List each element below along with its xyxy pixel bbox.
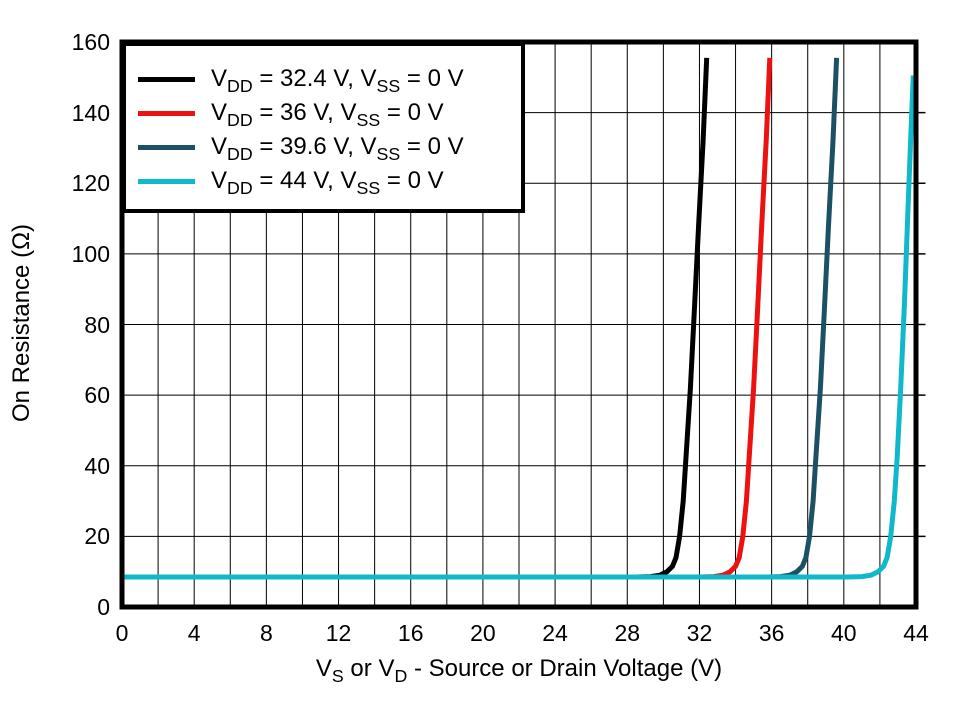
legend-line-swatch: [138, 144, 195, 150]
legend-line-swatch: [138, 110, 195, 116]
legend-label: VDD = 44 V, VSS = 0 V: [211, 167, 444, 198]
x-tick-label: 44: [903, 620, 929, 646]
subscript-text: SS: [376, 143, 401, 164]
x-tick-label: 20: [470, 620, 496, 646]
x-tick-label: 40: [831, 620, 857, 646]
legend-line-swatch: [138, 178, 195, 184]
subscript-text: S: [331, 665, 344, 686]
x-tick-label: 16: [397, 620, 424, 646]
legend-label: VDD = 36 V, VSS = 0 V: [211, 99, 444, 130]
x-axis-title: VS or VD - Source or Drain Voltage (V): [315, 655, 723, 686]
y-tick-label: 80: [84, 311, 110, 338]
y-tick-label: 140: [71, 99, 110, 126]
y-tick-label: 20: [84, 523, 110, 550]
legend-entry: VDD = 44 V, VSS = 0 V: [126, 164, 521, 198]
subscript-text: DD: [227, 143, 253, 164]
y-tick-label: 60: [84, 382, 110, 409]
legend-entry: VDD = 39.6 V, VSS = 0 V: [126, 130, 521, 164]
series-line: [122, 75, 916, 580]
legend-entry: VDD = 36 V, VSS = 0 V: [126, 96, 521, 130]
x-tick-label: 8: [259, 620, 273, 646]
legend: VDD = 32.4 V, VSS = 0 V VDD = 36 V, VSS =…: [122, 42, 525, 213]
x-tick-label: 0: [115, 620, 129, 646]
x-tick-label: 36: [758, 620, 785, 646]
subscript-text: DD: [227, 109, 253, 130]
x-tick-label: 4: [187, 620, 201, 646]
subscript-text: DD: [227, 75, 253, 96]
x-tick-label: 12: [325, 620, 352, 646]
subscript-text: DD: [227, 177, 253, 198]
y-tick-label: 0: [97, 594, 110, 620]
y-tick-label: 40: [84, 452, 110, 479]
subscript-text: SS: [356, 109, 381, 130]
x-tick-label: 24: [542, 620, 568, 646]
y-tick-label: 100: [71, 240, 110, 267]
subscript-text: D: [394, 665, 408, 686]
legend-entry: VDD = 32.4 V, VSS = 0 V: [126, 62, 521, 96]
y-axis-title: On Resistance (Ω): [8, 224, 35, 422]
x-tick-label: 32: [686, 620, 713, 646]
legend-label: VDD = 39.6 V, VSS = 0 V: [211, 133, 464, 164]
subscript-text: SS: [356, 177, 381, 198]
legend-label: VDD = 32.4 V, VSS = 0 V: [211, 65, 464, 96]
x-tick-label: 28: [614, 620, 641, 646]
y-tick-label: 160: [71, 29, 110, 55]
legend-line-swatch: [138, 76, 195, 82]
y-tick-label: 120: [71, 170, 110, 197]
subscript-text: SS: [376, 75, 401, 96]
